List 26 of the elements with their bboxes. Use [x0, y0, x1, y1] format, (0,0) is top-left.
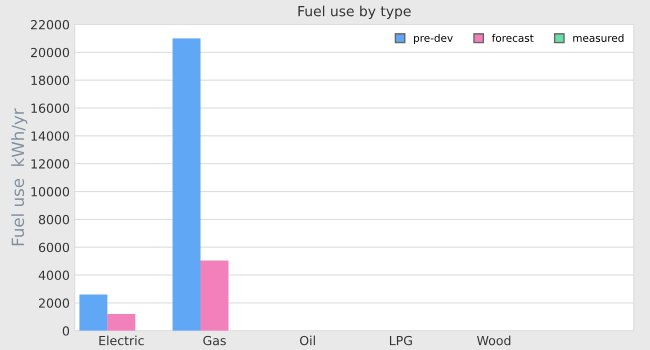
x-tick-label: Gas [203, 336, 226, 346]
bar [79, 294, 108, 331]
y-tick-label: 14000 [31, 131, 70, 141]
bar [172, 38, 201, 331]
bar [107, 314, 136, 331]
y-tick-label: 2000 [38, 298, 70, 308]
bar [200, 260, 228, 331]
x-tick-label: LPG [390, 336, 412, 346]
y-tick-label: 6000 [38, 242, 70, 252]
y-tick-label: 18000 [31, 76, 70, 86]
y-tick-label: 4000 [38, 270, 70, 280]
legend-label: measured [573, 34, 624, 42]
y-tick-label: 16000 [31, 103, 70, 113]
y-axis-title: Fuel use kWh/yr [11, 108, 28, 246]
x-tick-label: Electric [99, 336, 144, 346]
legend-label: pre-dev [414, 34, 453, 44]
y-tick-label: 8000 [38, 214, 70, 224]
y-tick-label: 22000 [31, 20, 70, 30]
x-tick-label: Wood [476, 336, 510, 346]
y-tick-label: 20000 [31, 48, 70, 58]
y-tick-label: 10000 [31, 187, 70, 196]
chart-title: Fuel use by type [298, 6, 411, 20]
legend-label: forecast [492, 34, 534, 42]
x-tick-label: Oil [300, 336, 315, 346]
y-tick-label: 12000 [31, 159, 70, 169]
y-tick-label: 0 [62, 326, 70, 336]
